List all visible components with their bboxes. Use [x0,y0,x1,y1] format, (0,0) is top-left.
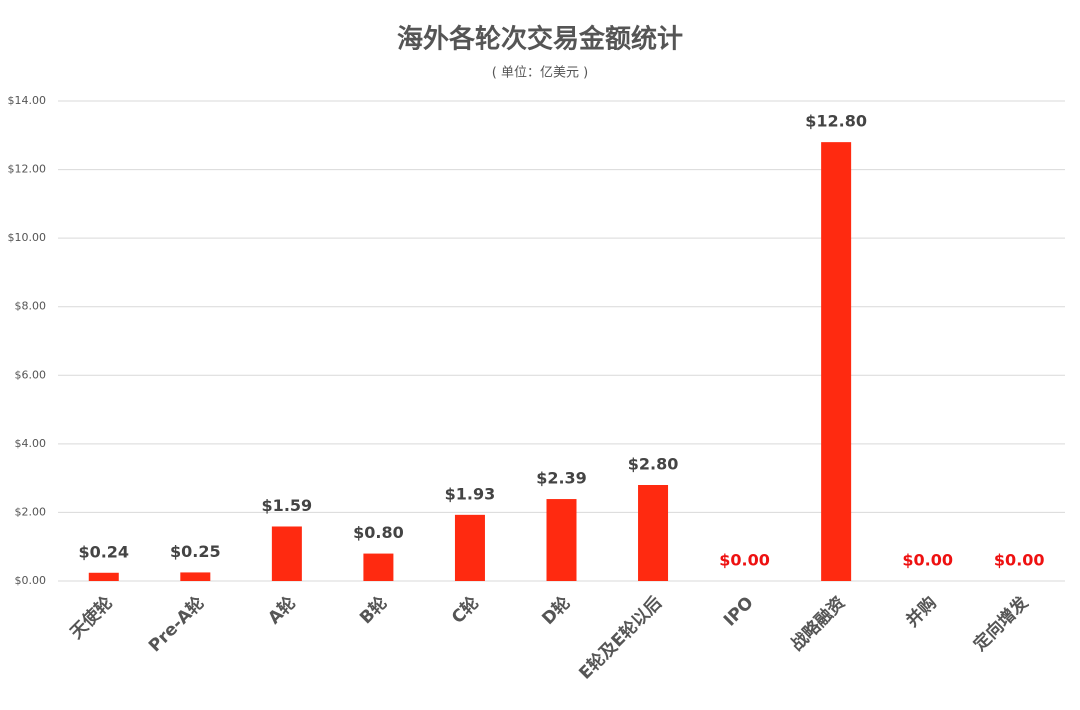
x-tick-label: IPO [720,593,758,631]
value-label: $2.39 [536,469,587,488]
chart-title: 海外各轮次交易金额统计 [397,24,683,55]
y-tick-label: $0.00 [15,574,47,587]
x-tick-label: 天使轮 [66,592,117,643]
value-label: $2.80 [628,455,679,474]
bar [271,526,302,581]
bar [88,572,119,581]
y-tick-label: $4.00 [15,437,47,450]
bar [546,499,577,581]
x-tick-label: 战略融资 [786,592,849,655]
value-label: $1.93 [445,484,496,503]
chart-subtitle: ( 单位：亿美元 ) [492,66,588,81]
value-label: $1.59 [262,496,313,515]
x-tick-label: 定向增发 [969,592,1033,656]
x-tick-label: B轮 [355,592,391,628]
bar [180,572,211,581]
value-label: $0.00 [902,551,953,570]
value-label: $12.80 [805,112,867,131]
value-label: $0.80 [353,523,404,542]
x-tick-label: E轮及E轮以后 [575,592,666,683]
y-tick-label: $12.00 [8,163,47,176]
bar [454,514,485,581]
y-tick-label: $6.00 [15,368,47,381]
x-tick-label: D轮 [538,592,575,629]
bar [821,142,852,581]
value-label: $0.24 [78,542,129,561]
value-label: $0.00 [994,551,1045,570]
value-label: $0.25 [170,542,221,561]
bar [638,485,669,581]
y-tick-label: $14.00 [8,94,47,107]
x-tick-label: Pre-A轮 [144,592,208,656]
value-label: $0.00 [719,551,770,570]
bar [363,553,394,581]
y-tick-label: $2.00 [15,505,47,518]
x-tick-label: C轮 [447,592,483,628]
y-tick-label: $10.00 [8,231,47,244]
x-tick-label: 并购 [902,592,941,631]
y-tick-label: $8.00 [15,300,47,313]
x-tick-label: A轮 [264,592,300,628]
